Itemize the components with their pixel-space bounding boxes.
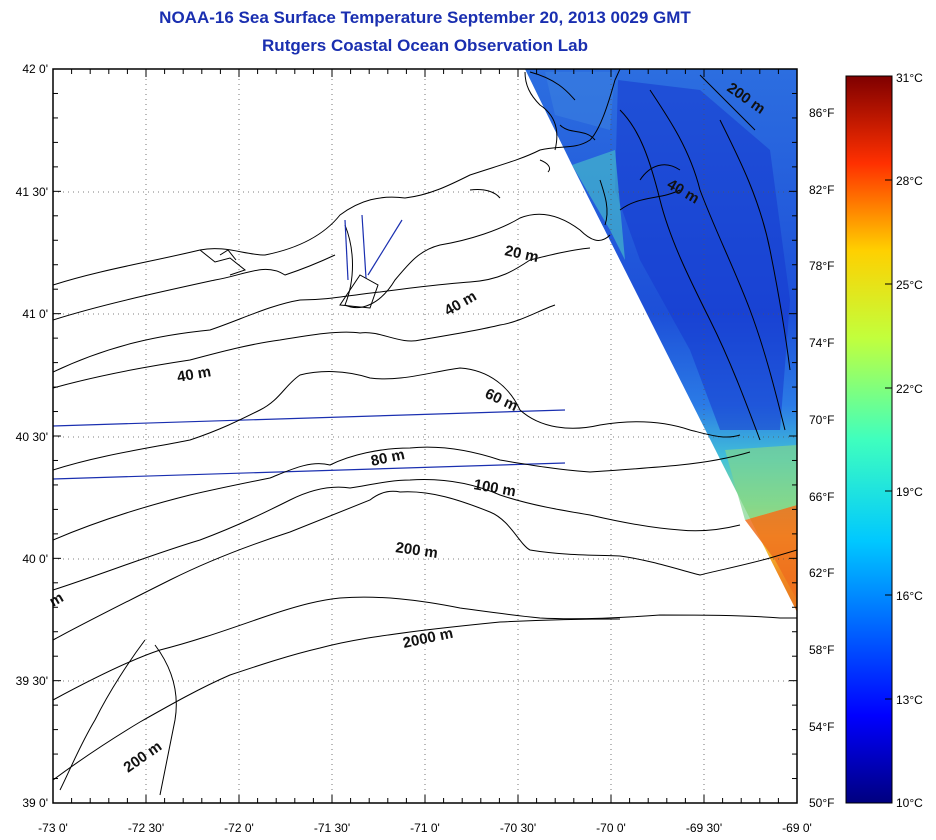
bathymetry-contours — [53, 74, 797, 796]
lon-label: -72 0' — [224, 821, 254, 835]
contour-label: 60 m — [482, 385, 520, 415]
contour-label: 40 m — [442, 288, 480, 320]
fahrenheit-label: 66°F — [809, 490, 834, 504]
graticule — [53, 69, 797, 803]
contour-label: 200 m — [394, 539, 438, 562]
lat-label: 39 30' — [16, 674, 48, 688]
lat-label: 41 30' — [16, 185, 48, 199]
contour-label: 100 m — [472, 476, 517, 500]
colorbar — [845, 75, 893, 804]
celsius-label: 28°C — [896, 174, 923, 188]
fahrenheit-label: 58°F — [809, 643, 834, 657]
contour-label: 40 m — [176, 363, 213, 386]
fahrenheit-label: 50°F — [809, 796, 834, 810]
celsius-label: 19°C — [896, 485, 923, 499]
lon-label: -70 0' — [596, 821, 626, 835]
fahrenheit-label: 78°F — [809, 259, 834, 273]
lat-label: 42 0' — [22, 62, 48, 76]
lon-label: -72 30' — [128, 821, 164, 835]
contour-label: 80 m — [369, 446, 406, 470]
contour-label: 2000 m — [401, 625, 454, 652]
lat-label: 40 0' — [22, 552, 48, 566]
contour-label: 20 m — [503, 242, 540, 266]
map-title: NOAA-16 Sea Surface Temperature Septembe… — [159, 8, 691, 27]
lat-label: 40 30' — [16, 430, 48, 444]
sst-swath — [525, 69, 797, 612]
celsius-label: 10°C — [896, 796, 923, 810]
fahrenheit-label: 74°F — [809, 336, 834, 350]
axis-ticks — [52, 68, 798, 804]
fahrenheit-label: 86°F — [809, 106, 834, 120]
celsius-label: 16°C — [896, 589, 923, 603]
fahrenheit-label: 62°F — [809, 566, 834, 580]
lon-label: -71 30' — [314, 821, 350, 835]
fahrenheit-scale: 86°F 82°F 78°F 74°F 70°F 66°F 62°F 58°F … — [809, 106, 834, 810]
map-subtitle: Rutgers Coastal Ocean Observation Lab — [262, 36, 588, 55]
lon-label: -69 30' — [686, 821, 722, 835]
celsius-label: 13°C — [896, 693, 923, 707]
celsius-scale: 31°C 28°C 25°C 22°C 19°C 16°C 13°C 10°C — [896, 71, 923, 810]
lon-label: -70 30' — [500, 821, 536, 835]
coastline — [53, 69, 681, 321]
fahrenheit-label: 82°F — [809, 183, 834, 197]
celsius-label: 22°C — [896, 382, 923, 396]
latitude-axis: 42 0' 41 30' 41 0' 40 30' 40 0' 39 30' 3… — [16, 62, 48, 810]
lat-label: 41 0' — [22, 307, 48, 321]
lon-label: -73 0' — [38, 821, 68, 835]
lon-label: -69 0' — [782, 821, 812, 835]
lon-label: -71 0' — [410, 821, 440, 835]
celsius-label: 31°C — [896, 71, 923, 85]
fahrenheit-label: 54°F — [809, 720, 834, 734]
lat-label: 39 0' — [22, 796, 48, 810]
vessel-track — [53, 214, 566, 480]
celsius-label: 25°C — [896, 278, 923, 292]
longitude-axis: -73 0' -72 30' -72 0' -71 30' -71 0' -70… — [38, 821, 812, 835]
colorbar-ticks — [885, 179, 892, 700]
contour-label: 200 m — [121, 738, 166, 776]
fahrenheit-label: 70°F — [809, 413, 834, 427]
